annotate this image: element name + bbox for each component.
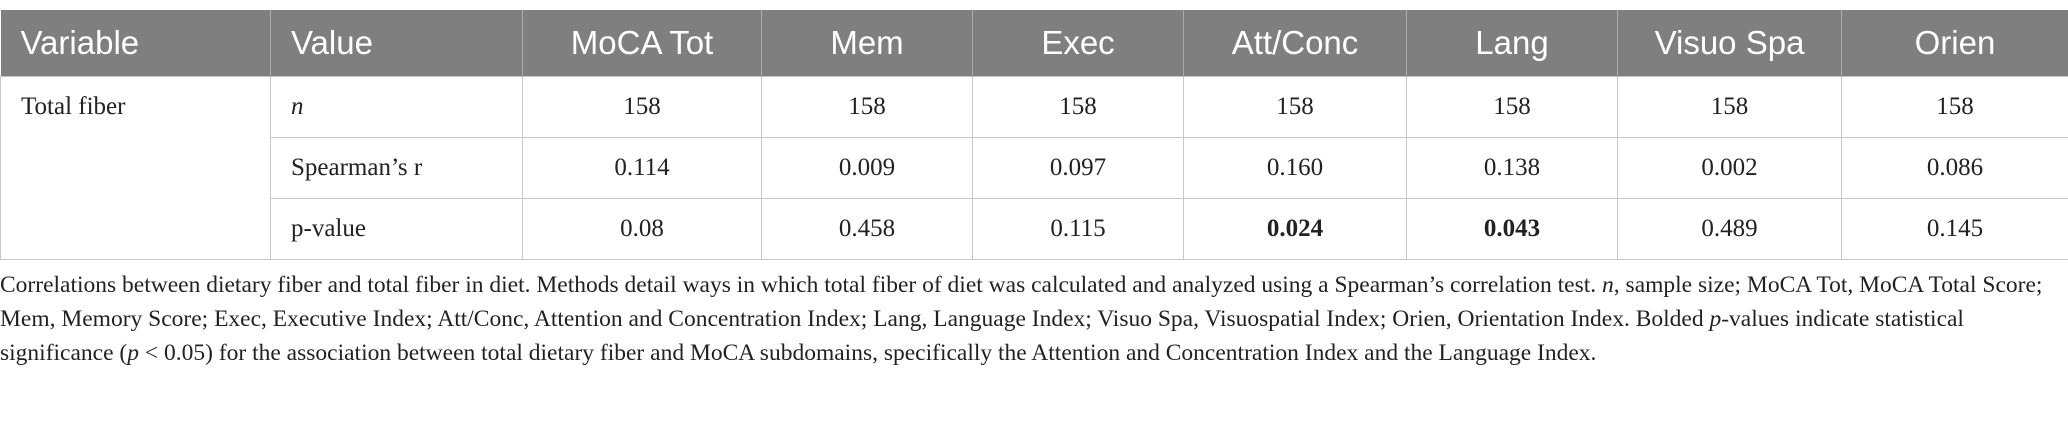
- data-cell: 158: [1406, 76, 1618, 138]
- data-cell: 0.458: [761, 198, 973, 260]
- data-cell: 158: [1617, 76, 1842, 138]
- data-cell: 158: [972, 76, 1184, 138]
- header-cell: Att/Conc: [1183, 10, 1407, 77]
- value-label-cell: p-value: [270, 198, 523, 260]
- data-cell: 0.097: [972, 137, 1184, 199]
- cell-text: 158: [1276, 93, 1314, 120]
- header-cell: Variable: [0, 10, 271, 77]
- caption-text: p: [1709, 306, 1722, 332]
- caption-text: -values indicate statistical significanc…: [0, 306, 1964, 366]
- data-cell: 158: [761, 76, 973, 138]
- data-cell: 0.138: [1406, 137, 1618, 199]
- header-cell: Value: [270, 10, 523, 77]
- data-cell: 0.002: [1617, 137, 1842, 199]
- data-table: Variable Value MoCA Tot Mem Exec Att/Conc Lang…: [0, 10, 2068, 260]
- data-cell: 0.009: [761, 137, 973, 199]
- header-cell: Visuo Spa: [1617, 10, 1842, 77]
- data-cell: 0.114: [522, 137, 762, 199]
- cell-text: 0.115: [1050, 215, 1106, 242]
- data-cell: 0.489: [1617, 198, 1842, 260]
- cell-text: 158: [1059, 93, 1097, 120]
- cell-text: 0.458: [838, 215, 896, 242]
- cell-text: 158: [623, 93, 661, 120]
- data-cell: 0.160: [1183, 137, 1407, 199]
- cell-text: 158: [1493, 93, 1531, 120]
- cell-text: 0.138: [1483, 154, 1541, 181]
- data-cell: 158: [1841, 76, 2068, 138]
- caption-text: Correlations between dietary fiber and t…: [0, 272, 1603, 298]
- header-cell: Mem: [761, 10, 973, 77]
- value-label-cell: Spearman’s r: [270, 137, 523, 199]
- header-row: Variable Value MoCA Tot Mem Exec Att/Conc Lang…: [0, 10, 2068, 77]
- data-cell: 0.043: [1406, 198, 1618, 260]
- cell-text: 158: [848, 93, 886, 120]
- cell-text: 0.024: [1266, 215, 1324, 242]
- header-cell: MoCA Tot: [522, 10, 762, 77]
- data-cell: 0.145: [1841, 198, 2068, 260]
- data-cell: 0.086: [1841, 137, 2068, 199]
- cell-text: 0.009: [838, 154, 896, 181]
- cell-text: p-value: [291, 215, 366, 242]
- cell-text: n: [291, 93, 304, 120]
- cell-text: 158: [1936, 93, 1974, 120]
- table-body: Total fiber n 158 158 158 158 158 158 158 Spearma…: [0, 76, 2068, 260]
- data-cell: 0.115: [972, 198, 1184, 260]
- caption-text: n: [1602, 272, 1614, 298]
- data-cell: 0.024: [1183, 198, 1407, 260]
- cell-text: 0.114: [614, 154, 670, 181]
- table-row: Spearman’s r 0.114 0.009 0.097 0.160 0.138 0.0…: [1, 137, 2068, 199]
- caption-text: , sample size; MoCA Tot, MoCA Total Scor…: [0, 272, 2043, 332]
- caption-text: < 0.05) for the association between tota…: [138, 340, 1597, 366]
- cell-text: 0.08: [620, 215, 664, 242]
- cell-text: 0.489: [1701, 215, 1758, 242]
- data-cell: 0.08: [522, 198, 762, 260]
- header-cell: Orien: [1841, 10, 2068, 77]
- table-row: p-value 0.08 0.458 0.115 0.024 0.043 0.489 0.14…: [1, 198, 2068, 260]
- cell-text: 0.043: [1483, 215, 1541, 242]
- header-cell: Exec: [972, 10, 1184, 77]
- cell-text: 0.160: [1266, 154, 1324, 181]
- cell-text: 0.097: [1049, 154, 1107, 181]
- data-cell: 158: [1183, 76, 1407, 138]
- cell-text: 158: [1710, 93, 1749, 120]
- header-cell: Lang: [1406, 10, 1618, 77]
- caption-text: p: [127, 340, 139, 366]
- cell-text: 0.145: [1926, 215, 1984, 242]
- cell-text: 0.086: [1926, 154, 1984, 181]
- cell-text: Spearman’s r: [291, 154, 423, 181]
- caption: Correlations between dietary fiber and t…: [0, 268, 2068, 370]
- cell-text: 0.002: [1701, 154, 1758, 181]
- value-label-cell: n: [270, 76, 523, 138]
- data-cell: 158: [522, 76, 762, 138]
- table-row: Total fiber n 158 158 158 158 158 158 158: [0, 76, 2068, 260]
- variable-cell: Total fiber: [0, 76, 271, 260]
